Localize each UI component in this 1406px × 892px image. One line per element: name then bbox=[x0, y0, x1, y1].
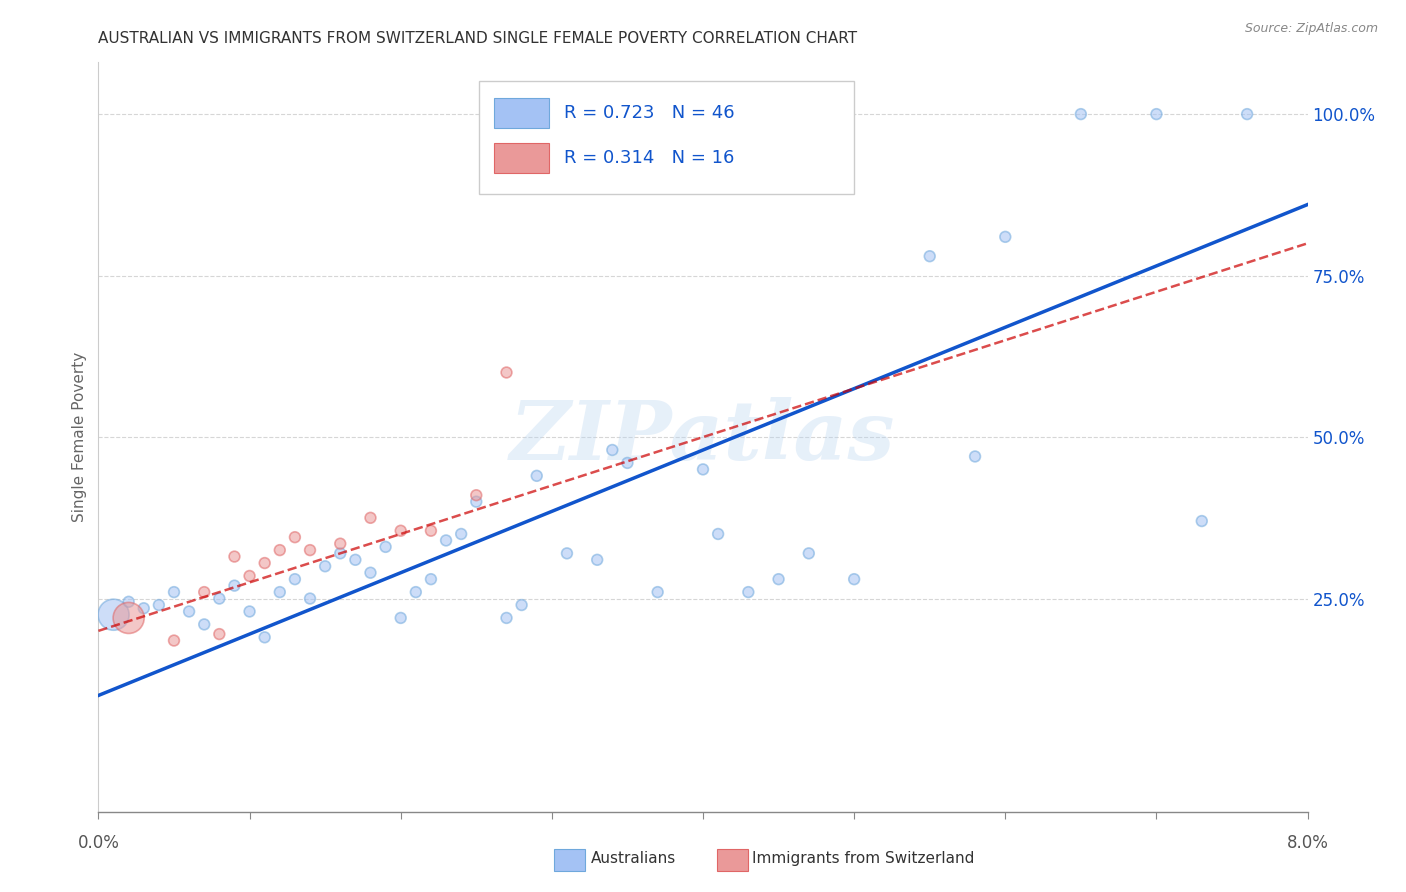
FancyBboxPatch shape bbox=[494, 143, 550, 173]
Point bbox=[768, 572, 790, 586]
Point bbox=[405, 585, 427, 599]
Text: 0.0%: 0.0% bbox=[77, 834, 120, 852]
Point bbox=[1070, 107, 1092, 121]
Point bbox=[420, 524, 443, 538]
Point bbox=[389, 524, 412, 538]
Point bbox=[434, 533, 457, 548]
Text: AUSTRALIAN VS IMMIGRANTS FROM SWITZERLAND SINGLE FEMALE POVERTY CORRELATION CHAR: AUSTRALIAN VS IMMIGRANTS FROM SWITZERLAN… bbox=[98, 31, 858, 46]
Point bbox=[284, 530, 307, 544]
FancyBboxPatch shape bbox=[479, 81, 855, 194]
Text: Australians: Australians bbox=[591, 851, 676, 865]
FancyBboxPatch shape bbox=[494, 97, 550, 128]
Point bbox=[450, 527, 472, 541]
Point bbox=[1191, 514, 1213, 528]
Point bbox=[374, 540, 396, 554]
Point bbox=[299, 543, 322, 558]
Text: ZIPatlas: ZIPatlas bbox=[510, 397, 896, 477]
Point bbox=[224, 579, 246, 593]
Point bbox=[707, 527, 730, 541]
Point bbox=[586, 553, 609, 567]
Point bbox=[602, 442, 624, 457]
Point bbox=[918, 249, 941, 263]
Text: R = 0.314   N = 16: R = 0.314 N = 16 bbox=[564, 149, 734, 167]
Point bbox=[163, 633, 186, 648]
Point bbox=[208, 591, 231, 606]
Point bbox=[797, 546, 820, 560]
Point bbox=[616, 456, 638, 470]
Point bbox=[1146, 107, 1168, 121]
Point bbox=[465, 488, 488, 502]
Point bbox=[239, 569, 262, 583]
Point bbox=[179, 605, 201, 619]
Point bbox=[284, 572, 307, 586]
Point bbox=[495, 611, 517, 625]
Point bbox=[163, 585, 186, 599]
Point bbox=[132, 601, 155, 615]
Point bbox=[555, 546, 578, 560]
Point bbox=[965, 450, 987, 464]
Point bbox=[1236, 107, 1258, 121]
Point bbox=[148, 598, 170, 612]
Point bbox=[329, 546, 352, 560]
Point bbox=[208, 627, 231, 641]
Point bbox=[360, 511, 382, 525]
Text: R = 0.723   N = 46: R = 0.723 N = 46 bbox=[564, 103, 734, 121]
Point bbox=[269, 585, 291, 599]
Point bbox=[692, 462, 714, 476]
Point bbox=[465, 494, 488, 508]
Point bbox=[239, 605, 262, 619]
Point bbox=[118, 595, 141, 609]
Point bbox=[224, 549, 246, 564]
Point bbox=[253, 630, 276, 644]
Point bbox=[253, 556, 276, 570]
Point bbox=[314, 559, 336, 574]
Point bbox=[647, 585, 669, 599]
Point bbox=[360, 566, 382, 580]
Point bbox=[269, 543, 291, 558]
Text: Source: ZipAtlas.com: Source: ZipAtlas.com bbox=[1244, 22, 1378, 36]
Point bbox=[389, 611, 412, 625]
Point bbox=[526, 468, 548, 483]
Point bbox=[994, 230, 1017, 244]
Point bbox=[299, 591, 322, 606]
Point bbox=[420, 572, 443, 586]
Point bbox=[344, 553, 367, 567]
Point bbox=[329, 536, 352, 550]
Point bbox=[844, 572, 866, 586]
Point bbox=[495, 366, 517, 380]
Point bbox=[737, 585, 759, 599]
Text: 8.0%: 8.0% bbox=[1286, 834, 1329, 852]
Point bbox=[510, 598, 533, 612]
Text: Immigrants from Switzerland: Immigrants from Switzerland bbox=[752, 851, 974, 865]
Y-axis label: Single Female Poverty: Single Female Poverty bbox=[72, 352, 87, 522]
Point bbox=[193, 585, 215, 599]
Point bbox=[193, 617, 215, 632]
Point bbox=[103, 607, 125, 622]
Point bbox=[118, 611, 141, 625]
